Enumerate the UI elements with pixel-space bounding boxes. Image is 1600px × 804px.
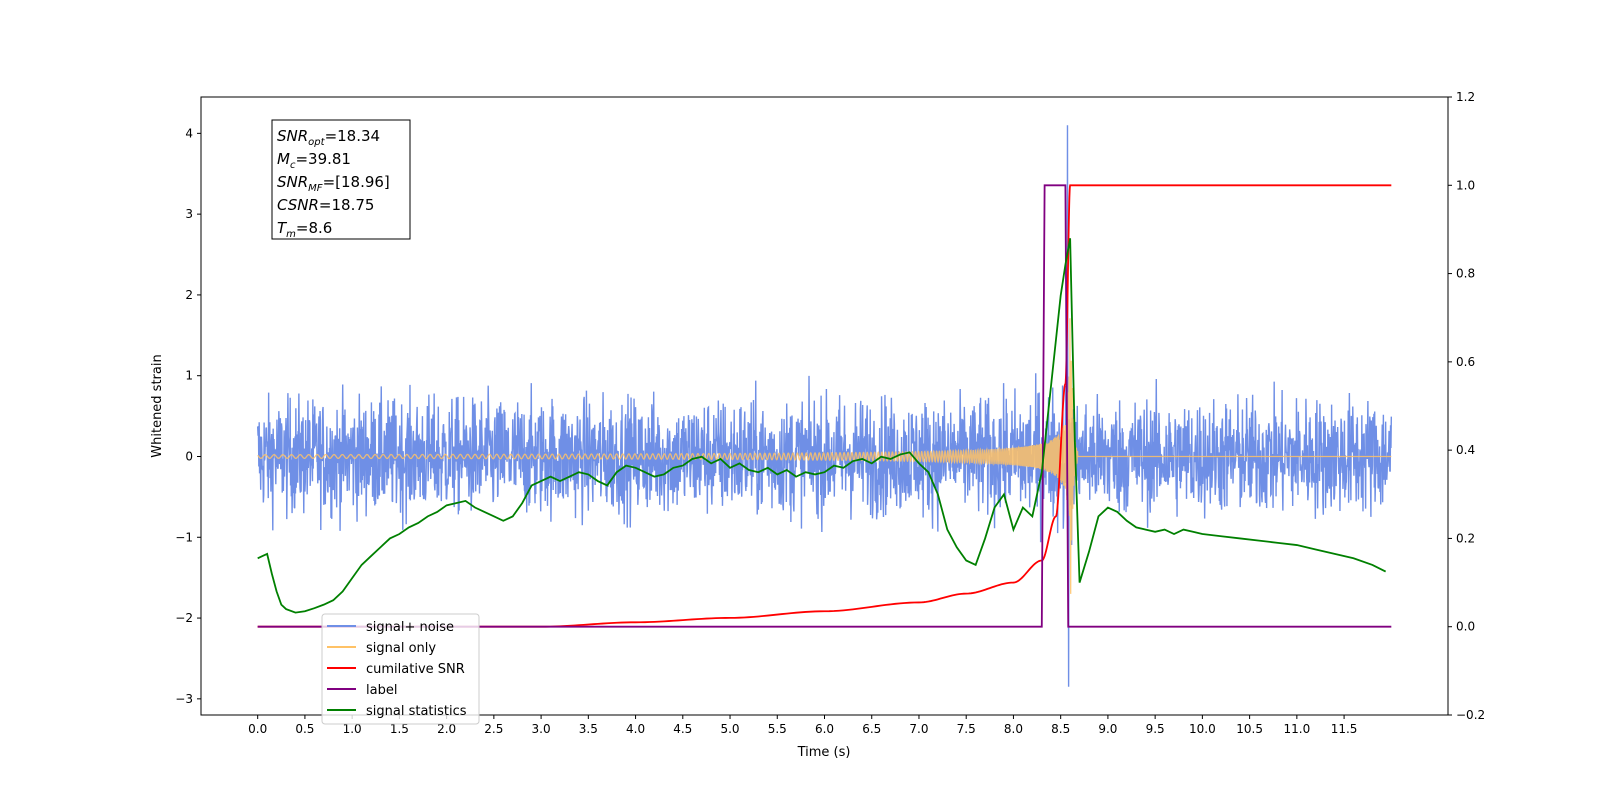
annotation-value: =39.81 <box>295 150 351 168</box>
x-tick-label: 7.5 <box>957 722 976 736</box>
x-tick-label: 6.0 <box>815 722 834 736</box>
x-tick-label: 10.0 <box>1189 722 1216 736</box>
x-tick-label: 8.0 <box>1004 722 1023 736</box>
y-left-tick-label: 4 <box>185 126 193 140</box>
annotation-value: =8.6 <box>296 219 332 237</box>
x-tick-label: 0.5 <box>295 722 314 736</box>
x-tick-label: 1.0 <box>343 722 362 736</box>
stats-annotation-box: SNRopt=18.34Mc=39.81SNRMF=[18.96]CSNR=18… <box>271 119 411 240</box>
x-tick-label: 9.5 <box>1146 722 1165 736</box>
legend-label: signal+ noise <box>366 620 454 635</box>
y-right-tick-label: 0.0 <box>1456 620 1475 634</box>
annotation-subscript: c <box>290 160 296 171</box>
series-signal-noise <box>256 125 1393 687</box>
x-tick-label: 3.0 <box>532 722 551 736</box>
y-right-tick-label: 1.2 <box>1456 90 1475 104</box>
annotation-value: =[18.96] <box>323 173 390 191</box>
annotation-symbol: CSNR <box>277 196 319 214</box>
x-tick-label: 1.5 <box>390 722 409 736</box>
y-axis-right-ticks: −0.2 0.0 0.2 0.4 0.6 0.8 1.0 1.2 <box>1448 90 1485 722</box>
annotation-subscript: m <box>286 229 296 240</box>
x-tick-label: 11.0 <box>1283 722 1310 736</box>
x-tick-label: 6.5 <box>862 722 881 736</box>
annotation-line: CSNR=18.75 <box>277 196 374 214</box>
series-cumulative-snr <box>257 184 1392 628</box>
x-axis-ticks: 0.0 0.5 1.0 1.5 2.0 2.5 3.0 3.5 4.0 4.5 5.0 5.5 6.0 6… <box>248 715 1357 736</box>
y-axis-label: Whitened strain <box>150 354 165 457</box>
x-tick-label: 7.0 <box>909 722 928 736</box>
annotation-symbol: SNR <box>277 173 308 191</box>
x-tick-label: 2.5 <box>484 722 503 736</box>
annotation-line: SNRMF=[18.96] <box>277 173 390 194</box>
x-tick-label: 10.5 <box>1236 722 1263 736</box>
x-tick-label: 5.5 <box>768 722 787 736</box>
y-left-tick-label: −3 <box>175 692 193 706</box>
x-tick-label: 2.0 <box>437 722 456 736</box>
annotation-value: =18.34 <box>325 127 381 145</box>
x-tick-label: 5.0 <box>720 722 739 736</box>
y-right-tick-label: 0.4 <box>1456 443 1475 457</box>
series-signal-statistics <box>257 238 1387 614</box>
y-left-tick-label: 0 <box>185 449 193 463</box>
series-label <box>257 184 1392 628</box>
legend-box <box>321 613 480 725</box>
y-right-tick-label: 0.6 <box>1456 355 1475 369</box>
annotation-box-border <box>271 119 411 240</box>
y-left-tick-label: 2 <box>185 288 193 302</box>
series-layer <box>256 125 1393 687</box>
x-tick-label: 0.0 <box>248 722 267 736</box>
y-left-tick-label: 1 <box>185 369 193 383</box>
series-signal-only <box>257 318 1392 594</box>
annotation-line: SNRopt=18.34 <box>277 127 380 148</box>
annotation-symbol: M <box>277 150 290 168</box>
legend-label: signal only <box>366 641 436 656</box>
annotation-symbol: SNR <box>277 127 308 145</box>
x-tick-label: 8.5 <box>1051 722 1070 736</box>
y-axis-left-ticks: −3 −2 −1 0 1 2 3 4 <box>175 126 201 706</box>
y-right-tick-label: 1.0 <box>1456 178 1475 192</box>
legend: signal+ noise signal only cumilative SNR la… <box>321 613 480 725</box>
annotation-symbol: T <box>277 219 288 237</box>
y-right-tick-label: 0.2 <box>1456 531 1475 545</box>
x-tick-label: 4.5 <box>673 722 692 736</box>
x-tick-label: 4.0 <box>626 722 645 736</box>
x-tick-label: 11.5 <box>1331 722 1358 736</box>
y-right-tick-label: −0.2 <box>1456 708 1485 722</box>
legend-label: label <box>366 683 397 698</box>
y-left-tick-label: 3 <box>185 207 193 221</box>
x-tick-label: 9.0 <box>1098 722 1117 736</box>
x-axis-label: Time (s) <box>797 745 851 760</box>
legend-label: cumilative SNR <box>366 662 465 677</box>
x-tick-label: 3.5 <box>579 722 598 736</box>
annotation-line: Mc=39.81 <box>277 150 351 171</box>
y-right-tick-label: 0.8 <box>1456 267 1475 281</box>
annotation-subscript: opt <box>308 137 325 148</box>
y-left-tick-label: −1 <box>175 530 193 544</box>
annotation-line: Tm=8.6 <box>277 219 332 240</box>
annotation-value: =18.75 <box>319 196 375 214</box>
y-left-tick-label: −2 <box>175 611 193 625</box>
annotation-subscript: MF <box>308 183 323 194</box>
legend-label: signal statistics <box>366 704 467 719</box>
